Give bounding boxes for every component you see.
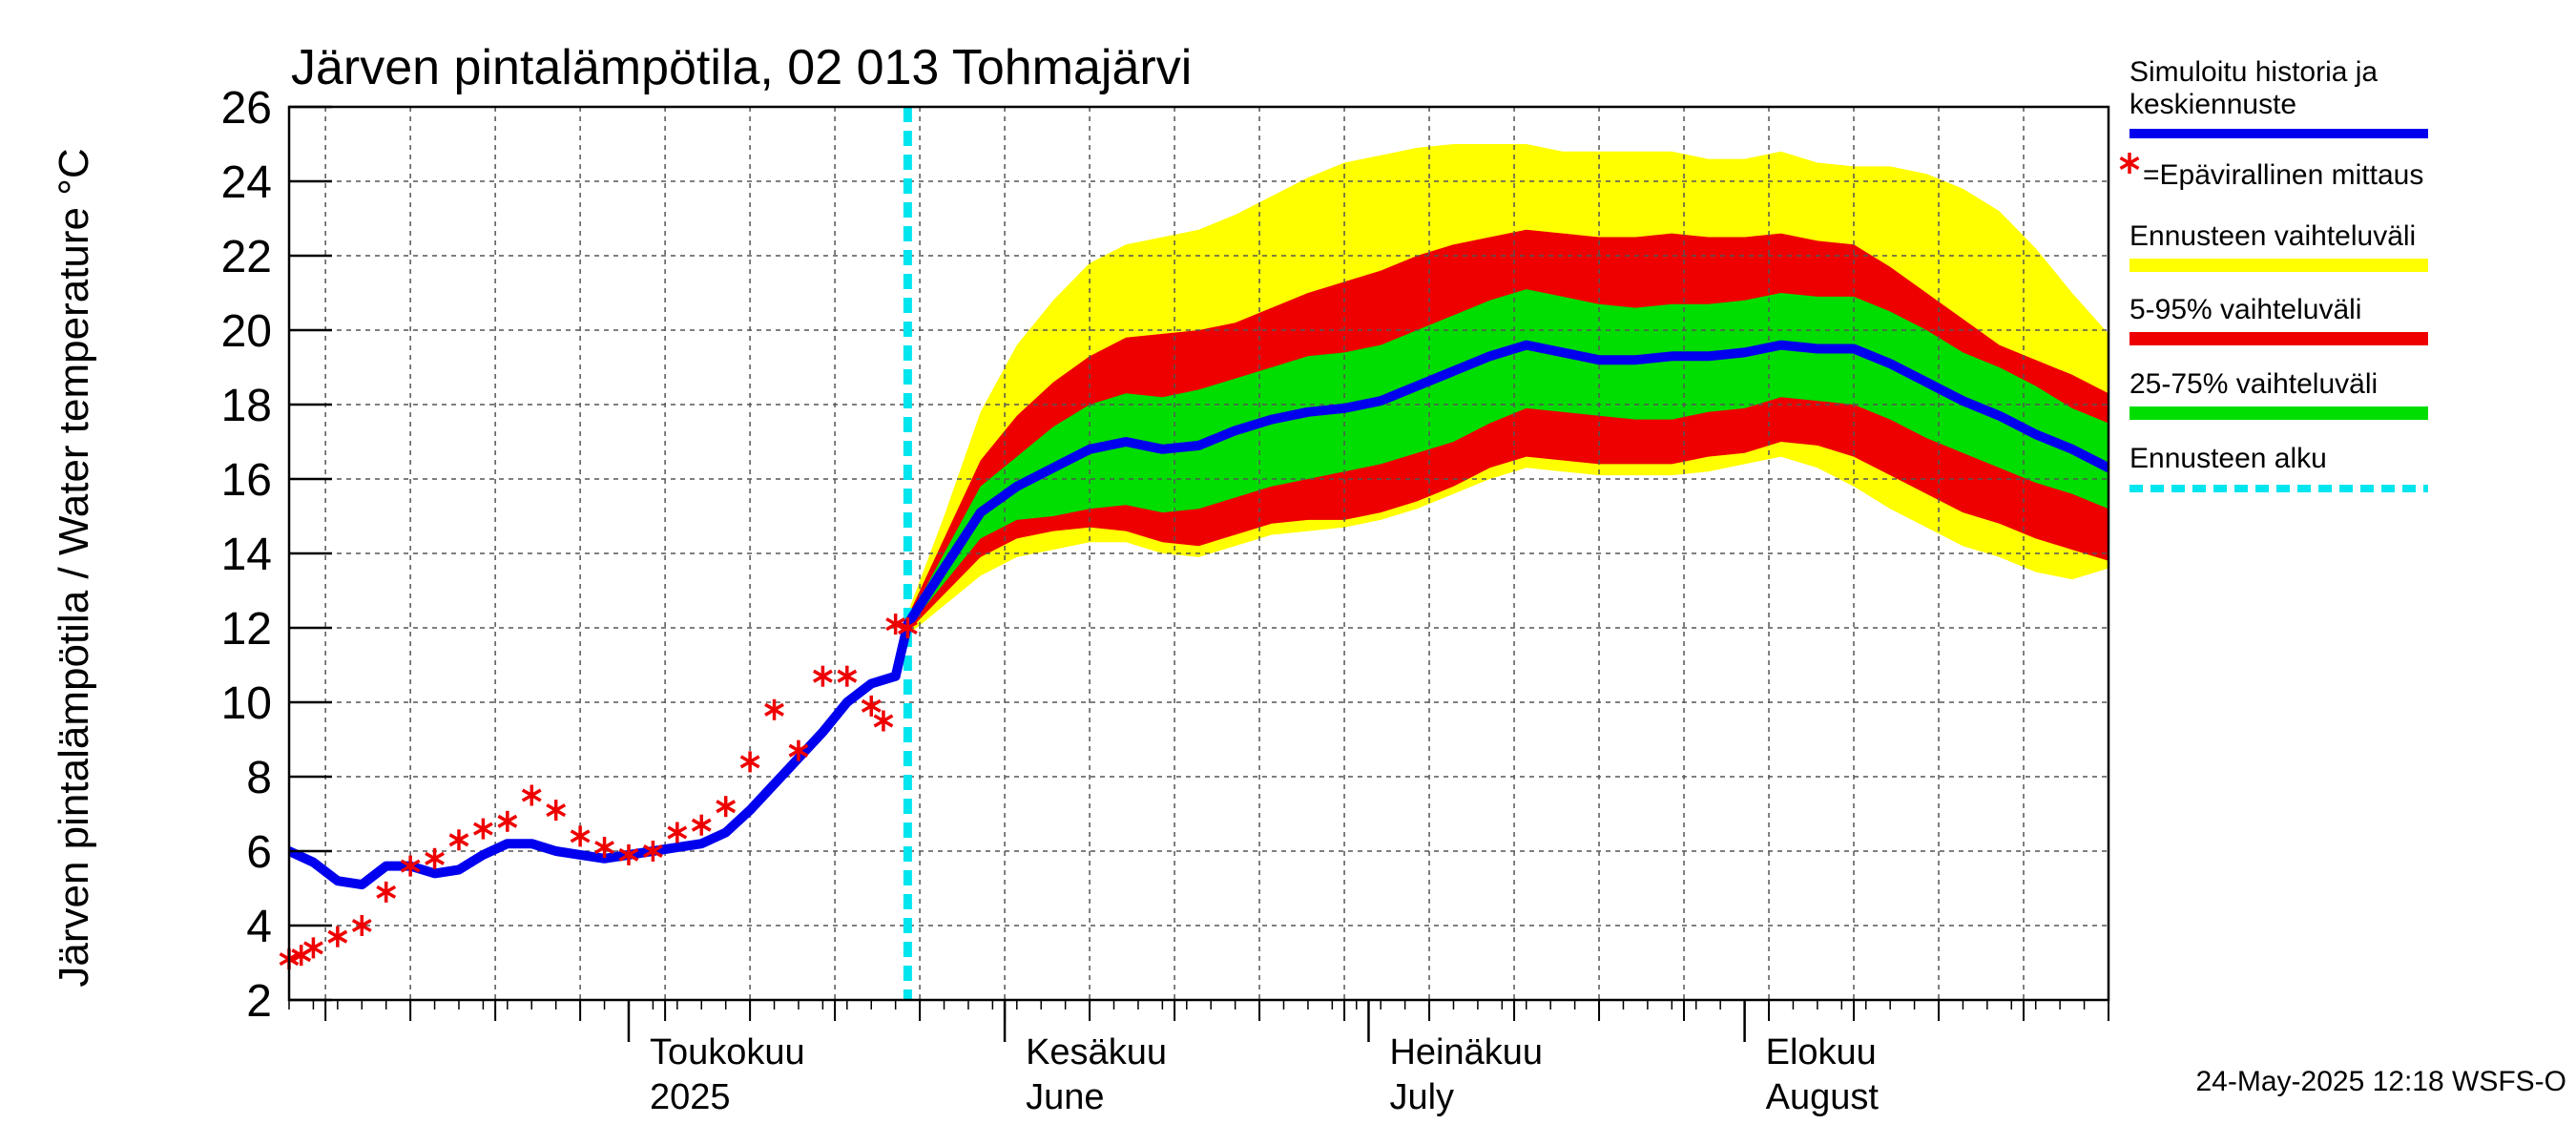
observation-marker: [691, 814, 712, 836]
observation-marker-stroke: [812, 669, 833, 683]
forecast-bands: [907, 144, 2109, 635]
median-line: [289, 340, 2109, 890]
y-tick-label: 16: [221, 455, 272, 506]
y-tick-label: 20: [221, 306, 272, 357]
observation-marker-stroke: [861, 698, 882, 713]
observation-marker-stroke: [594, 841, 614, 855]
month-label-fi: Kesäkuu: [1026, 1032, 1167, 1072]
month-label-en: July: [1389, 1077, 1454, 1117]
observation-marker: [521, 784, 542, 806]
observation-marker-stroke: [764, 702, 784, 717]
legend-label-forecast-start: Ennusteen alku: [2129, 443, 2327, 474]
observation-marker-stroke: [897, 620, 918, 635]
y-tick-label: 14: [221, 530, 272, 580]
legend-label-median-line2: keskiennuste: [2129, 89, 2296, 120]
observation-marker: [570, 825, 591, 847]
observation-marker-stroke: [351, 918, 372, 933]
band-25-75: [907, 289, 2109, 628]
observation-marker: [861, 695, 882, 717]
observation-marker-stroke: [400, 859, 421, 873]
observation-marker: [594, 837, 614, 859]
observation-marker-stroke: [716, 800, 737, 814]
month-label-en: June: [1026, 1077, 1104, 1117]
axes: 2468101214161820222426Toukokuu2025Kesäku…: [221, 83, 2110, 1117]
observation-marker: [425, 847, 445, 869]
month-label-fi: Heinäkuu: [1389, 1032, 1543, 1072]
y-tick-label: 18: [221, 381, 272, 431]
y-tick-label: 24: [221, 157, 272, 208]
observation-marker-stroke: [303, 941, 323, 955]
y-tick-label: 10: [221, 678, 272, 729]
observation-marker: [327, 926, 348, 947]
observation-marker: [764, 698, 784, 720]
observation-marker-stroke: [691, 818, 712, 832]
observation-marker-stroke: [448, 833, 469, 847]
observation-marker-stroke: [473, 822, 493, 836]
observation-marker: [351, 915, 372, 936]
legend-observation-stroke: [2119, 156, 2140, 171]
legend-label-median-line1: Simuloitu historia ja: [2129, 56, 2378, 88]
month-label-fi: Elokuu: [1766, 1032, 1877, 1072]
observation-marker: [642, 841, 663, 862]
observation-marker: [885, 614, 906, 635]
month-label-en: 2025: [650, 1077, 731, 1117]
observation-marker-stroke: [497, 814, 518, 828]
observation-marker: [376, 881, 397, 903]
observation-marker-stroke: [291, 948, 312, 963]
observation-marker: [788, 739, 809, 761]
observation-marker-stroke: [618, 847, 639, 862]
legend-label-25-75: 25-75% vaihteluväli: [2129, 368, 2378, 400]
observation-marker: [618, 843, 639, 865]
observation-marker: [303, 937, 323, 959]
chart-title: Järven pintalämpötila, 02 013 Tohmajärvi: [291, 40, 1192, 95]
observation-marker: [837, 665, 858, 687]
y-tick-label: 4: [246, 902, 272, 952]
observation-marker-stroke: [570, 829, 591, 843]
legend-swatch-observation: [2119, 153, 2140, 174]
legend-label-median: Simuloitu historia ja keskiennuste: [2129, 56, 2378, 120]
observation-marker-stroke: [739, 755, 760, 769]
y-tick-label: 8: [246, 753, 272, 803]
observation-marker: [400, 855, 421, 877]
observation-marker: [667, 822, 688, 843]
observation-marker: [812, 665, 833, 687]
observation-marker-stroke: [376, 885, 397, 899]
y-axis-label: Järven pintalämpötila / Water temperatur…: [51, 148, 97, 987]
legend: Simuloitu historia ja keskiennuste =Epävir…: [2119, 56, 2428, 492]
month-label-en: August: [1766, 1077, 1880, 1117]
observation-marker-stroke: [521, 788, 542, 802]
observation-marker: [873, 710, 894, 732]
observation-marker: [473, 818, 493, 840]
legend-label-full-range: Ennusteen vaihteluväli: [2129, 220, 2416, 252]
data-lines: [279, 107, 2109, 1000]
observation-marker-stroke: [667, 825, 688, 840]
observation-marker: [497, 810, 518, 832]
observation-marker-stroke: [885, 617, 906, 632]
observation-marker: [897, 617, 918, 638]
legend-label-observation: =Epävirallinen mittaus: [2143, 159, 2423, 191]
grid-lines: [289, 106, 2109, 1001]
y-tick-label: 26: [221, 83, 272, 134]
observation-marker: [716, 796, 737, 818]
observation-marker-stroke: [788, 743, 809, 758]
observation-marker: [448, 829, 469, 851]
observation-marker: [739, 751, 760, 773]
observation-marker-stroke: [873, 714, 894, 728]
y-tick-label: 22: [221, 232, 272, 282]
y-tick-label: 12: [221, 604, 272, 655]
observation-marker-stroke: [425, 851, 445, 865]
observation-marker-stroke: [837, 669, 858, 683]
observation-marker-stroke: [327, 929, 348, 944]
legend-label-5-95: 5-95% vaihteluväli: [2129, 294, 2361, 325]
timestamp-label: 24-May-2025 12:18 WSFS-O: [2196, 1066, 2567, 1097]
y-tick-label: 2: [246, 976, 272, 1027]
observation-marker-stroke: [642, 843, 663, 859]
observation-marker: [546, 800, 567, 822]
month-label-fi: Toukokuu: [650, 1032, 805, 1072]
y-tick-label: 6: [246, 827, 272, 878]
observation-marker-stroke: [546, 803, 567, 818]
